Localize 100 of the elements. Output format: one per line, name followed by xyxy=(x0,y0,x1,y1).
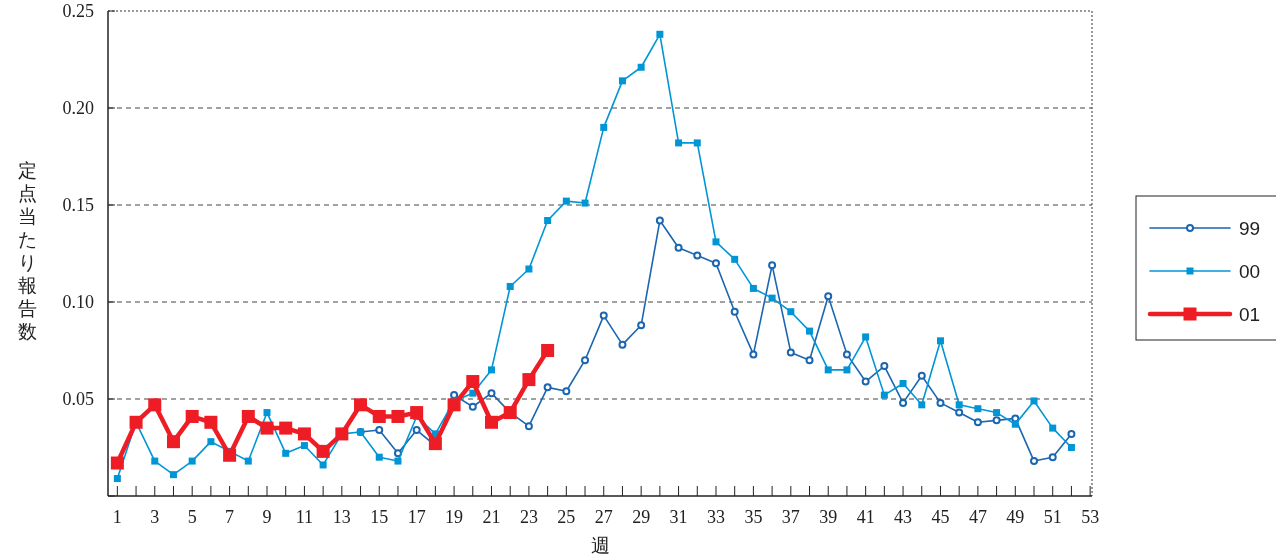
point xyxy=(469,389,477,397)
point xyxy=(412,426,421,435)
point xyxy=(488,366,495,374)
point xyxy=(918,401,926,409)
point xyxy=(263,409,271,417)
point xyxy=(805,356,814,365)
point xyxy=(711,259,720,268)
point xyxy=(842,350,851,359)
point xyxy=(375,426,384,435)
point xyxy=(148,398,162,412)
point xyxy=(655,216,664,225)
point xyxy=(466,375,480,389)
point xyxy=(618,340,627,349)
legend-label: 01 xyxy=(1239,304,1261,325)
point xyxy=(786,348,795,357)
point xyxy=(581,356,590,365)
point xyxy=(447,398,461,412)
point xyxy=(394,457,402,465)
x-tick-label: 33 xyxy=(706,507,725,527)
point xyxy=(712,238,720,246)
point xyxy=(824,366,832,374)
x-tick-label: 29 xyxy=(632,507,651,527)
x-tick-label: 7 xyxy=(225,507,235,527)
point xyxy=(973,418,982,427)
point xyxy=(372,409,386,423)
point xyxy=(487,389,496,398)
point xyxy=(1049,424,1057,432)
point xyxy=(731,255,739,263)
point xyxy=(936,337,944,345)
point xyxy=(151,457,159,465)
point xyxy=(880,391,888,399)
point xyxy=(768,294,776,302)
point xyxy=(506,282,514,290)
point xyxy=(279,421,293,435)
point xyxy=(862,333,870,341)
point xyxy=(485,415,498,429)
point xyxy=(675,139,683,147)
point xyxy=(618,77,626,85)
y-tick-label: 0.05 xyxy=(62,389,94,409)
point xyxy=(599,311,608,320)
point xyxy=(391,409,405,423)
point xyxy=(637,321,646,330)
point xyxy=(185,409,199,423)
x-tick-label: 41 xyxy=(856,507,875,527)
point xyxy=(544,217,552,225)
y-tick-label: 0.10 xyxy=(62,292,94,312)
x-tick-label: 13 xyxy=(332,507,351,527)
legend-label: 99 xyxy=(1239,218,1261,239)
x-tick-label: 43 xyxy=(894,507,913,527)
point xyxy=(522,373,536,387)
x-tick-label: 5 xyxy=(187,507,197,527)
point xyxy=(541,344,555,357)
y-tick-label: 0.25 xyxy=(62,1,94,21)
point xyxy=(899,398,908,407)
x-tick-label: 11 xyxy=(295,507,314,527)
point xyxy=(207,438,215,446)
point xyxy=(524,422,533,431)
point xyxy=(468,402,477,411)
x-tick-label: 25 xyxy=(557,507,576,527)
point xyxy=(806,327,814,335)
point xyxy=(1011,420,1019,428)
x-tick-label: 39 xyxy=(819,507,838,527)
point xyxy=(525,265,533,273)
point xyxy=(1067,444,1075,451)
point xyxy=(992,416,1001,425)
point xyxy=(428,437,442,451)
x-tick-label: 37 xyxy=(781,507,800,527)
x-tick-label: 51 xyxy=(1043,507,1062,527)
point xyxy=(993,409,1001,417)
point xyxy=(1048,453,1057,462)
point xyxy=(110,456,124,470)
point xyxy=(297,427,311,441)
point xyxy=(244,457,252,465)
point xyxy=(974,405,982,413)
point xyxy=(166,435,180,449)
point xyxy=(637,63,645,71)
point xyxy=(693,251,702,260)
point xyxy=(917,371,926,380)
point xyxy=(749,350,758,359)
point xyxy=(319,461,327,469)
point xyxy=(260,421,274,435)
point xyxy=(282,449,290,457)
x-tick-label: 31 xyxy=(669,507,688,527)
point xyxy=(300,442,308,450)
point xyxy=(787,308,795,316)
x-tick-label: 23 xyxy=(519,507,538,527)
point xyxy=(188,457,196,465)
point xyxy=(1030,457,1039,466)
x-axis-title: 週 xyxy=(590,535,610,556)
point xyxy=(581,199,589,207)
point xyxy=(316,444,330,458)
x-tick-label: 15 xyxy=(370,507,389,527)
point xyxy=(824,292,833,301)
x-tick-label: 1 xyxy=(112,507,122,527)
point xyxy=(861,377,870,386)
point xyxy=(543,383,552,392)
y-tick-label: 0.15 xyxy=(62,195,94,215)
point xyxy=(354,398,368,412)
x-tick-label: 3 xyxy=(150,507,160,527)
point xyxy=(843,366,851,374)
